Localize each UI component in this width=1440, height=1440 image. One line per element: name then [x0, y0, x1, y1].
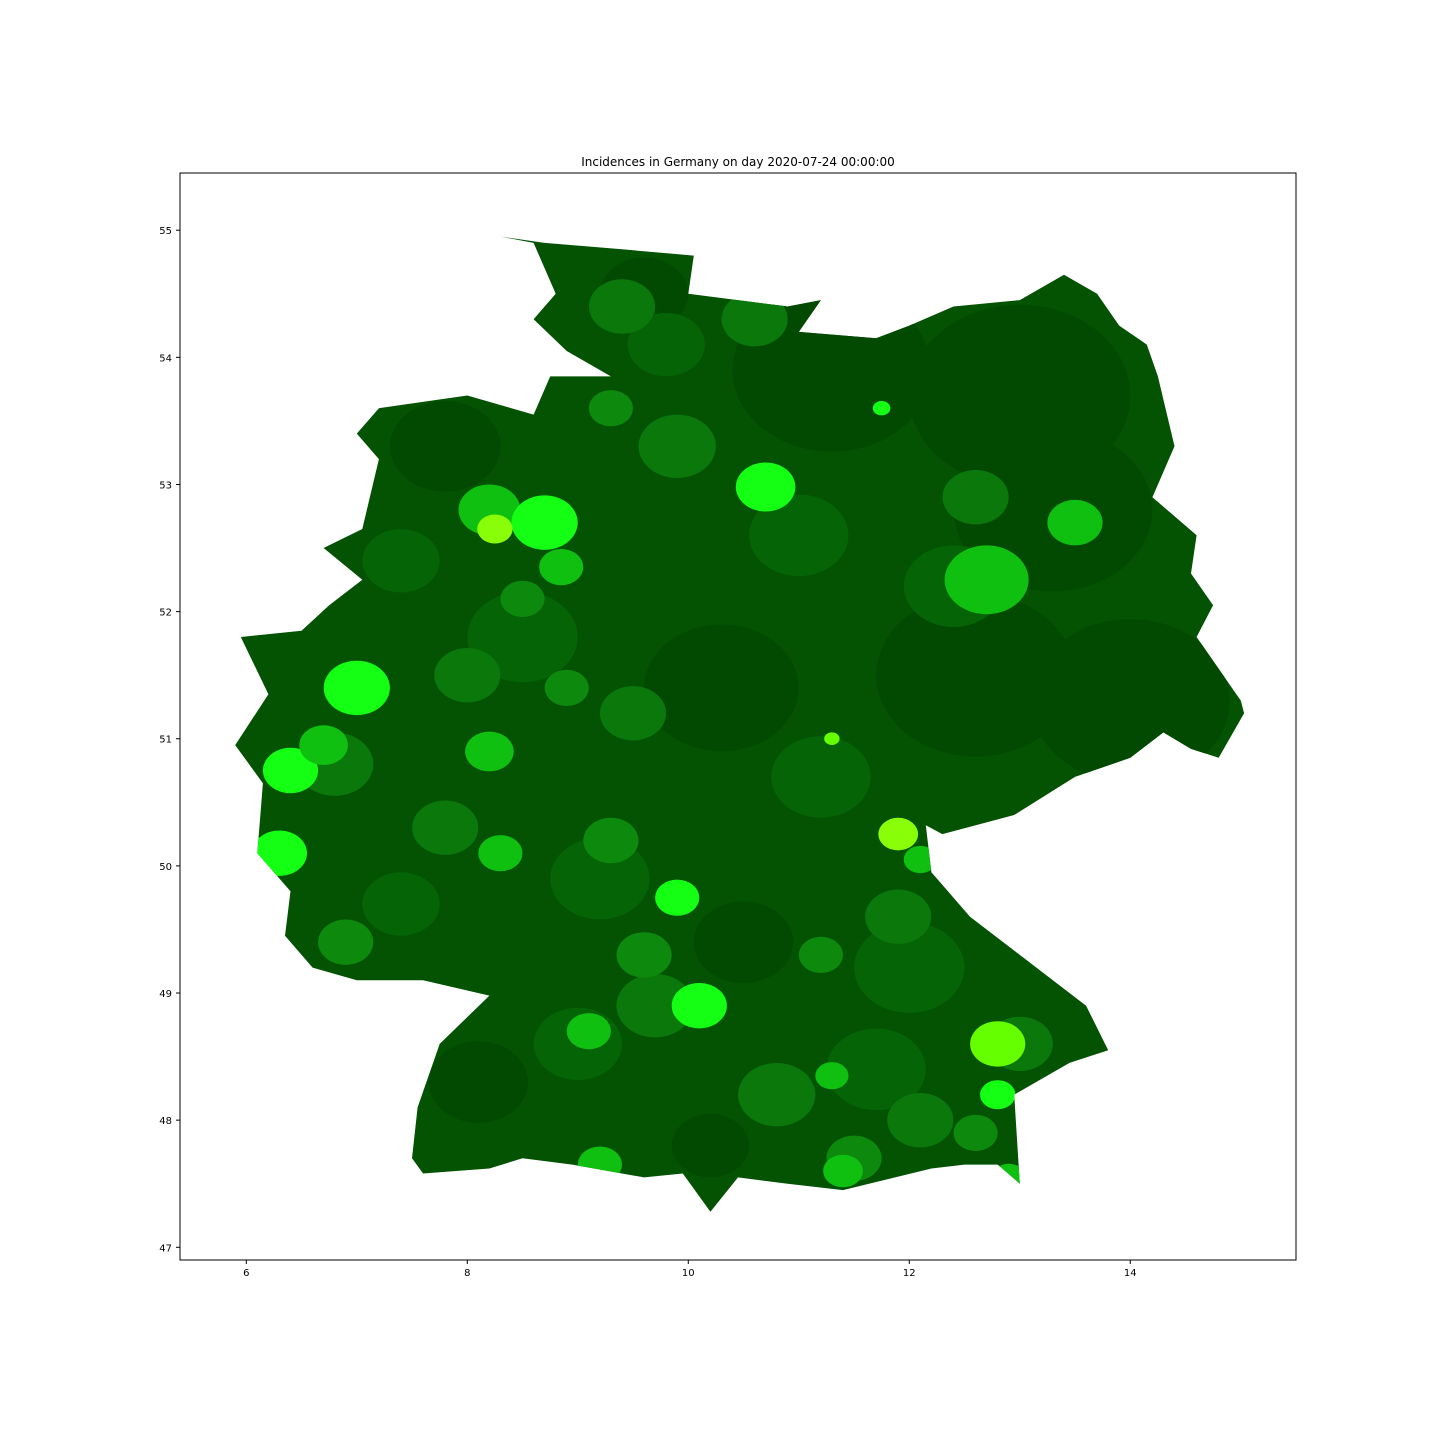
- y-tick-label: 52: [159, 608, 172, 619]
- y-tick-label: 53: [159, 480, 172, 491]
- district-region: [318, 919, 374, 965]
- x-tick-label: 10: [682, 1268, 695, 1279]
- district-region: [428, 1041, 528, 1123]
- district-region: [362, 529, 440, 593]
- district-region: [583, 817, 639, 864]
- district-region: [826, 1028, 926, 1111]
- district-region: [465, 731, 514, 772]
- x-tick-label: 8: [464, 1268, 470, 1279]
- district-region: [588, 390, 634, 427]
- district-region: [616, 974, 694, 1038]
- district-region: [616, 932, 672, 978]
- y-tick-label: 49: [159, 989, 172, 1000]
- district-region: [970, 1021, 1026, 1067]
- district-region: [539, 549, 584, 586]
- district-region: [638, 414, 716, 478]
- district-region: [887, 1093, 954, 1148]
- district-regions: [251, 257, 1230, 1191]
- y-tick-label: 51: [159, 735, 172, 746]
- district-region: [735, 462, 796, 512]
- district-region: [771, 736, 871, 818]
- district-region: [627, 312, 705, 377]
- district-region: [823, 1154, 863, 1188]
- x-tick-label: 12: [903, 1268, 916, 1279]
- district-region: [412, 800, 479, 855]
- axes-frame: [179, 172, 1297, 1261]
- y-tick-label: 48: [159, 1116, 172, 1127]
- district-region: [693, 901, 794, 983]
- district-region: [511, 495, 578, 550]
- district-region: [980, 1080, 1016, 1110]
- district-region: [671, 1113, 750, 1178]
- y-tick-label: 55: [159, 226, 172, 237]
- district-region: [953, 1114, 998, 1151]
- district-region: [876, 593, 1075, 757]
- district-region: [478, 835, 523, 872]
- district-region: [599, 686, 667, 741]
- district-region: [872, 401, 891, 416]
- district-region: [944, 545, 1029, 615]
- district-region: [644, 624, 799, 752]
- district-region: [566, 1013, 611, 1050]
- district-region: [362, 872, 440, 936]
- district-region: [824, 732, 840, 745]
- district-region: [588, 279, 656, 334]
- district-region: [878, 817, 919, 851]
- district-region: [500, 580, 545, 618]
- district-region: [671, 983, 727, 1029]
- district-region: [434, 648, 501, 703]
- district-region: [749, 494, 849, 577]
- district-region: [323, 660, 390, 716]
- district-region: [544, 669, 589, 707]
- x-tick-label: 6: [243, 1268, 249, 1279]
- district-region: [942, 470, 1009, 525]
- x-tick-label: 14: [1124, 1268, 1137, 1279]
- x-axis: 6 8 10 12 14: [243, 1260, 1137, 1279]
- district-region: [467, 591, 578, 683]
- district-region: [865, 889, 932, 944]
- district-region: [738, 1063, 816, 1127]
- district-region: [815, 1062, 849, 1090]
- district-region: [655, 879, 700, 916]
- district-region: [299, 725, 348, 765]
- y-tick-label: 50: [159, 862, 172, 873]
- y-axis: 47 48 49 50 51 52 53 54 55: [159, 226, 180, 1254]
- district-region: [477, 514, 513, 544]
- district-region: [1047, 499, 1103, 546]
- district-region: [903, 845, 937, 874]
- chart-title: Incidences in Germany on day 2020-07-24 …: [581, 155, 895, 169]
- district-region: [262, 747, 319, 794]
- district-region: [390, 401, 501, 492]
- district-region: [721, 292, 788, 347]
- map-layer: [235, 236, 1245, 1212]
- district-region: [854, 922, 965, 1013]
- y-tick-label: 47: [159, 1243, 172, 1254]
- district-region: [798, 936, 844, 974]
- y-tick-label: 54: [159, 353, 172, 364]
- district-region: [1030, 619, 1230, 783]
